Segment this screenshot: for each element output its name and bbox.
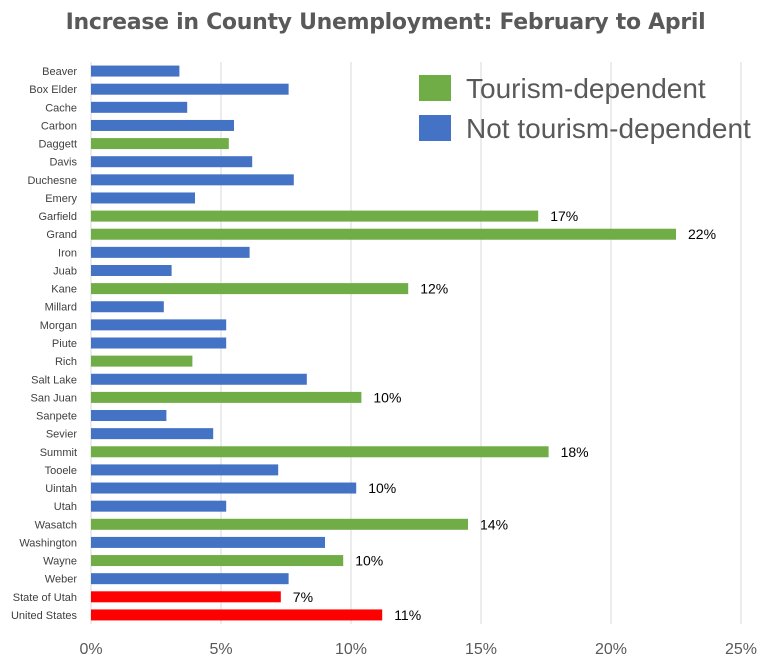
category-label: Juab <box>53 265 77 277</box>
x-tick-label: 10% <box>335 641 367 658</box>
bar <box>91 591 281 603</box>
bar <box>91 373 307 385</box>
bar <box>91 446 549 458</box>
bar <box>91 337 227 349</box>
bar <box>91 482 357 494</box>
category-label: Davis <box>49 157 77 169</box>
bar <box>91 119 234 131</box>
category-label: Rich <box>55 356 77 368</box>
data-label: 17% <box>550 208 578 224</box>
bars <box>91 65 676 621</box>
category-label: Summit <box>40 447 77 459</box>
category-label: Box Elder <box>29 84 77 96</box>
category-label: Morgan <box>40 320 77 332</box>
category-label: Daggett <box>38 139 77 151</box>
legend-swatch <box>419 115 451 141</box>
bar <box>91 464 279 476</box>
category-label: Utah <box>54 501 77 513</box>
bar <box>91 65 180 77</box>
bar <box>91 101 188 113</box>
bar <box>91 301 164 313</box>
category-label: Kane <box>51 284 77 296</box>
bar <box>91 355 193 367</box>
bar <box>91 210 539 222</box>
bar <box>91 156 253 168</box>
category-label: Uintah <box>45 483 77 495</box>
category-label: Millard <box>45 302 77 314</box>
bar <box>91 138 229 150</box>
bar <box>91 264 172 276</box>
x-tick-labels: 0% 5% 10% 15% 20% 25% <box>79 641 757 658</box>
x-tick-label: 5% <box>209 641 232 658</box>
data-label: 11% <box>394 607 421 623</box>
x-tick-label: 25% <box>725 641 757 658</box>
category-label: Sevier <box>46 429 78 441</box>
bar <box>91 283 409 295</box>
legend-label: Not tourism-dependent <box>466 113 751 144</box>
legend-swatch <box>419 75 451 101</box>
legend-label: Tourism-dependent <box>466 73 706 104</box>
legend: Tourism-dependent Not tourism-dependent <box>419 73 751 144</box>
category-label: Tooele <box>45 465 77 477</box>
bar <box>91 391 362 403</box>
data-label: 10% <box>355 553 383 569</box>
chart-title: Increase in County Unemployment: Februar… <box>65 10 706 35</box>
category-label: United States <box>11 610 78 622</box>
data-label: 7% <box>293 589 313 605</box>
category-label: Emery <box>45 193 77 205</box>
data-label: 14% <box>480 516 508 532</box>
bar <box>91 192 195 204</box>
bar <box>91 555 344 567</box>
category-label: State of Utah <box>13 592 77 604</box>
bar <box>91 174 294 186</box>
bar <box>91 573 289 585</box>
data-label: 22% <box>688 226 716 242</box>
bar <box>91 609 383 621</box>
category-label: Wasatch <box>35 519 77 531</box>
category-label: Weber <box>45 574 78 586</box>
bar <box>91 246 250 258</box>
bar <box>91 83 289 95</box>
category-label: Duchesne <box>27 175 77 187</box>
category-label: Iron <box>58 247 77 259</box>
bar <box>91 536 325 548</box>
data-labels: 17% 22% 12% 10% 18% 10% 14% 10% 7% 11% <box>293 208 716 623</box>
data-label: 18% <box>561 444 589 460</box>
x-tick-label: 20% <box>595 641 627 658</box>
category-label: Salt Lake <box>31 374 77 386</box>
category-label: Washington <box>19 537 77 549</box>
x-tick-label: 0% <box>79 641 102 658</box>
data-label: 10% <box>368 480 396 496</box>
category-label: San Juan <box>31 392 77 404</box>
bar <box>91 500 227 512</box>
category-label: Carbon <box>41 120 77 132</box>
category-label: Garfield <box>38 211 77 223</box>
data-label: 12% <box>420 281 448 297</box>
bar <box>91 319 227 331</box>
category-label: Grand <box>46 229 77 241</box>
category-label: Piute <box>52 338 77 350</box>
x-tick-label: 15% <box>465 641 497 658</box>
data-label: 10% <box>373 389 401 405</box>
bar <box>91 428 214 440</box>
category-label: Wayne <box>43 556 77 568</box>
bar <box>91 410 167 422</box>
bar <box>91 228 676 240</box>
bar <box>91 518 468 530</box>
category-label: Cache <box>45 102 77 114</box>
category-labels: Beaver Box Elder Cache Carbon Daggett Davis Du… <box>11 66 78 622</box>
category-label: Sanpete <box>36 411 77 423</box>
category-label: Beaver <box>42 66 77 78</box>
